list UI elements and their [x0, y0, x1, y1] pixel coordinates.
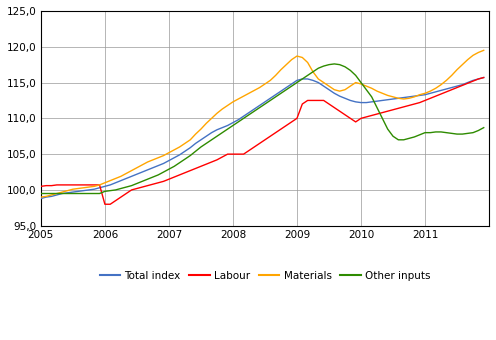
Legend: Total index, Labour, Materials, Other inputs: Total index, Labour, Materials, Other in… — [95, 267, 434, 285]
